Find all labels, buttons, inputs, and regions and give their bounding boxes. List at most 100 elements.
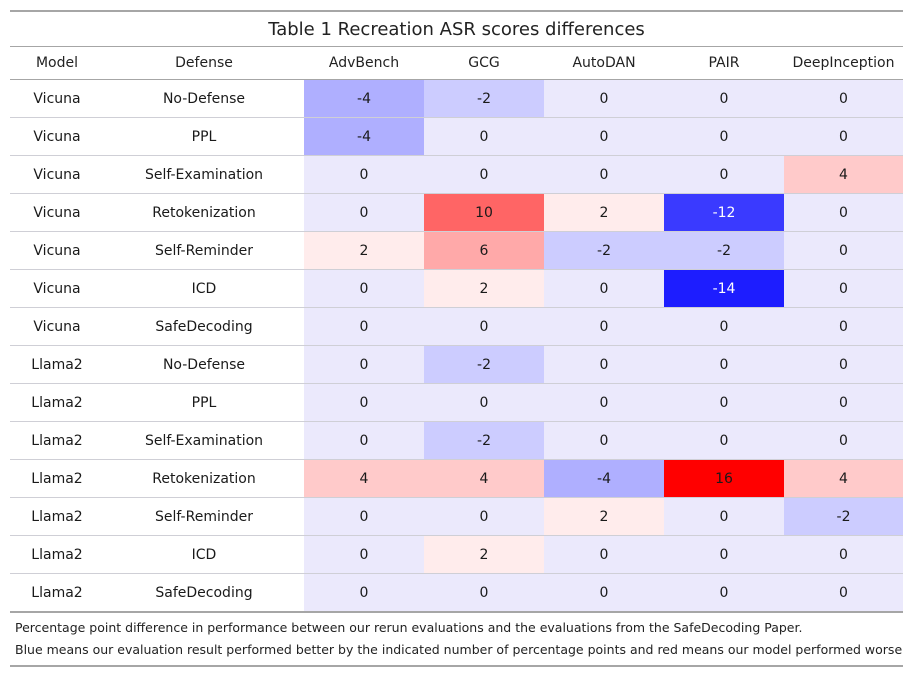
score-cell: 0 — [304, 497, 424, 536]
score-cell: 0 — [664, 535, 784, 574]
score-cell: 0 — [304, 269, 424, 308]
score-cell: 2 — [544, 193, 664, 232]
table-row: Vicuna ICD 0 2 0 -14 0 — [10, 269, 903, 308]
score-cell: 0 — [304, 535, 424, 574]
table-row: Llama2 Self-Examination 0 -2 0 0 0 — [10, 421, 903, 460]
score-cell: 0 — [784, 535, 903, 574]
score-cell: 6 — [424, 231, 544, 270]
column-header-defense: Defense — [104, 47, 304, 80]
model-cell: Llama2 — [10, 421, 104, 460]
score-cell: 0 — [784, 269, 903, 308]
score-cell: 0 — [544, 573, 664, 613]
defense-cell: No-Defense — [104, 345, 304, 384]
defense-cell: Self-Reminder — [104, 497, 304, 536]
table-row: Llama2 ICD 0 2 0 0 0 — [10, 535, 903, 574]
model-cell: Vicuna — [10, 269, 104, 308]
table-row: Vicuna No-Defense -4 -2 0 0 0 — [10, 79, 903, 118]
model-cell: Vicuna — [10, 155, 104, 194]
table-row: Llama2 Self-Reminder 0 0 2 0 -2 — [10, 497, 903, 536]
title-rule — [10, 46, 903, 47]
table-row: Llama2 SafeDecoding 0 0 0 0 0 — [10, 573, 903, 613]
score-cell: 2 — [424, 535, 544, 574]
header-row: Model Defense AdvBench GCG AutoDAN PAIR … — [10, 47, 903, 80]
table-row: Vicuna SafeDecoding 0 0 0 0 0 — [10, 307, 903, 346]
defense-cell: PPL — [104, 383, 304, 422]
score-cell: -14 — [664, 269, 784, 308]
score-cell: 0 — [544, 117, 664, 156]
score-cell: -4 — [544, 459, 664, 498]
score-cell: 16 — [664, 459, 784, 498]
bottom-rule — [10, 665, 903, 667]
defense-cell: ICD — [104, 269, 304, 308]
score-cell: 0 — [424, 117, 544, 156]
table-row: Llama2 PPL 0 0 0 0 0 — [10, 383, 903, 422]
model-cell: Llama2 — [10, 573, 104, 613]
score-cell: 10 — [424, 193, 544, 232]
score-cell: 0 — [304, 573, 424, 613]
model-cell: Llama2 — [10, 459, 104, 498]
table-row: Vicuna Self-Reminder 2 6 -2 -2 0 — [10, 231, 903, 270]
score-cell: -2 — [664, 231, 784, 270]
column-header-advbench: AdvBench — [304, 47, 424, 80]
score-cell: 0 — [784, 345, 903, 384]
score-cell: 0 — [424, 155, 544, 194]
score-cell: 0 — [664, 155, 784, 194]
score-cell: 0 — [544, 269, 664, 308]
column-header-deepinception: DeepInception — [784, 47, 903, 80]
score-cell: -2 — [424, 421, 544, 460]
table-notes: Percentage point difference in performan… — [10, 613, 903, 663]
score-cell: 0 — [544, 79, 664, 118]
score-cell: 0 — [424, 573, 544, 613]
score-cell: -2 — [424, 79, 544, 118]
score-cell: 0 — [304, 345, 424, 384]
score-cell: 4 — [784, 155, 903, 194]
table-row: Vicuna Retokenization 0 10 2 -12 0 — [10, 193, 903, 232]
score-cell: -12 — [664, 193, 784, 232]
table-row: Vicuna PPL -4 0 0 0 0 — [10, 117, 903, 156]
score-cell: 4 — [424, 459, 544, 498]
column-header-autodan: AutoDAN — [544, 47, 664, 80]
score-cell: 0 — [784, 307, 903, 346]
score-cell: 0 — [664, 79, 784, 118]
defense-cell: SafeDecoding — [104, 573, 304, 613]
table-body: Vicuna No-Defense -4 -2 0 0 0 Vicuna PPL -4 0 0 0 0 Vi… — [10, 79, 903, 613]
top-rule — [10, 10, 903, 12]
model-cell: Vicuna — [10, 307, 104, 346]
score-cell: 0 — [544, 421, 664, 460]
table-row: Llama2 No-Defense 0 -2 0 0 0 — [10, 345, 903, 384]
score-cell: 0 — [784, 231, 903, 270]
column-header-gcg: GCG — [424, 47, 544, 80]
score-cell: 0 — [664, 345, 784, 384]
score-cell: 0 — [784, 117, 903, 156]
model-cell: Llama2 — [10, 497, 104, 536]
score-cell: 0 — [544, 383, 664, 422]
score-cell: 0 — [304, 383, 424, 422]
defense-cell: ICD — [104, 535, 304, 574]
column-header-pair: PAIR — [664, 47, 784, 80]
score-cell: 0 — [784, 79, 903, 118]
score-cell: 0 — [304, 307, 424, 346]
defense-cell: Self-Examination — [104, 421, 304, 460]
defense-cell: Retokenization — [104, 459, 304, 498]
score-cell: 2 — [544, 497, 664, 536]
score-cell: 0 — [424, 383, 544, 422]
score-cell: 4 — [304, 459, 424, 498]
model-cell: Vicuna — [10, 231, 104, 270]
defense-cell: Self-Examination — [104, 155, 304, 194]
score-cell: -2 — [784, 497, 903, 536]
score-cell: 4 — [784, 459, 903, 498]
table-title: Table 1 Recreation ASR scores difference… — [268, 19, 645, 40]
score-cell: 0 — [664, 117, 784, 156]
table-row: Llama2 Retokenization 4 4 -4 16 4 — [10, 459, 903, 498]
score-cell: 0 — [424, 307, 544, 346]
model-cell: Llama2 — [10, 383, 104, 422]
defense-cell: No-Defense — [104, 79, 304, 118]
asr-differences-table: Model Defense AdvBench GCG AutoDAN PAIR … — [10, 47, 903, 613]
score-cell: 2 — [304, 231, 424, 270]
note-color-legend: Blue means our evaluation result perform… — [15, 642, 903, 657]
score-cell: 0 — [544, 345, 664, 384]
score-cell: 0 — [664, 307, 784, 346]
score-cell: -4 — [304, 79, 424, 118]
note-difference-definition: Percentage point difference in performan… — [15, 620, 803, 635]
score-cell: 0 — [544, 535, 664, 574]
